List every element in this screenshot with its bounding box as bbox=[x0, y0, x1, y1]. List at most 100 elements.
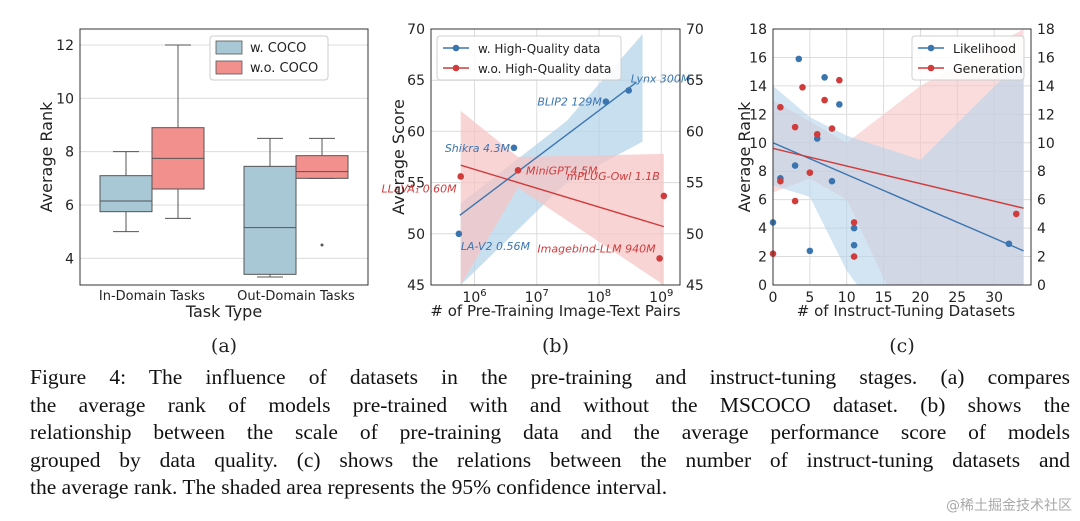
x-axis-label: # of Pre-Training Image-Text Pairs bbox=[430, 302, 680, 320]
legend: w. High-Quality data w.o. High-Quality da… bbox=[436, 35, 622, 81]
y-tick-label-right: 10 bbox=[1037, 136, 1055, 152]
y-tick-label: 16 bbox=[749, 50, 767, 66]
y-tick-label: 6 bbox=[758, 193, 767, 209]
data-point bbox=[806, 247, 814, 255]
data-label: MiniGPT4 5M bbox=[526, 164, 598, 177]
legend-label: w. High-Quality data bbox=[478, 42, 600, 56]
data-point bbox=[836, 101, 843, 108]
data-point bbox=[850, 219, 858, 226]
y-tick-label-right: 8 bbox=[1037, 164, 1046, 180]
data-label: BLIP2 129M bbox=[537, 96, 602, 109]
box bbox=[243, 165, 297, 275]
y-tick-label: 8 bbox=[758, 164, 767, 180]
data-point bbox=[777, 177, 784, 185]
figure: 4 6 8 10 12 In-Domain Tasks Out-Domain Tasks w.… bbox=[37, 22, 1055, 357]
fit-line bbox=[773, 147, 1024, 209]
panel-label: (a) bbox=[211, 335, 237, 357]
x-tick-label: 108 bbox=[587, 288, 611, 306]
x-tick-label: In-Domain Tasks bbox=[99, 289, 205, 304]
legend-label: Generation bbox=[953, 61, 1023, 76]
y-tick-label-right: 4 bbox=[1037, 221, 1046, 237]
x-tick-label: 107 bbox=[525, 288, 549, 306]
plot-area bbox=[773, 29, 1024, 285]
data-label: mPLUG-Owl 1.1B bbox=[567, 170, 660, 183]
watermark: @稀土掘金技术社区 bbox=[946, 498, 1072, 514]
data-label: Imagebind-LLM 940M bbox=[537, 242, 656, 255]
data-point bbox=[510, 144, 518, 152]
data-point bbox=[602, 98, 610, 106]
data-point bbox=[791, 162, 799, 169]
data-point bbox=[656, 255, 663, 262]
y-tick-label: 10 bbox=[56, 91, 74, 107]
legend-swatch bbox=[215, 40, 243, 55]
y-tick-label: 6 bbox=[65, 198, 74, 214]
data-label: Shikra 4.3M bbox=[445, 142, 511, 155]
legend: w. COCO w.o. COCO bbox=[209, 35, 329, 81]
data-point bbox=[813, 130, 821, 138]
y-tick-label: 55 bbox=[407, 176, 425, 192]
x-tick-label: Out-Domain Tasks bbox=[237, 289, 355, 304]
y-tick-label: 0 bbox=[758, 278, 767, 294]
caption-line: Figure 4: The influence of datasets in t… bbox=[30, 365, 1070, 389]
box bbox=[295, 155, 349, 179]
caption-line: relationship between the scale of pre-tr… bbox=[30, 420, 1070, 444]
x-tick-label: 106 bbox=[462, 288, 486, 306]
y-tick-label-right: 14 bbox=[1037, 79, 1055, 95]
y-tick-label: 70 bbox=[407, 22, 425, 38]
x-tick-label: 20 bbox=[912, 290, 930, 306]
data-point bbox=[625, 87, 633, 94]
y-tick-label-right: 16 bbox=[1037, 50, 1055, 66]
x-tick-label: 0 bbox=[769, 290, 778, 306]
data-point bbox=[455, 230, 463, 238]
y-tick-label: 18 bbox=[749, 22, 767, 38]
x-axis-label: Task Type bbox=[185, 302, 262, 321]
y-tick-label: 4 bbox=[758, 221, 767, 237]
data-point bbox=[828, 177, 836, 185]
data-point bbox=[514, 167, 522, 174]
y-tick-label-right: 60 bbox=[686, 124, 704, 140]
y-tick-label: 8 bbox=[65, 145, 74, 161]
fit-line bbox=[460, 164, 665, 228]
y-tick-label-right: 0 bbox=[1037, 278, 1046, 294]
data-point bbox=[791, 197, 799, 205]
panel-label: (b) bbox=[542, 335, 569, 357]
data-point bbox=[660, 192, 668, 200]
fit-line bbox=[773, 142, 1024, 252]
data-point bbox=[821, 74, 828, 81]
y-tick-label-right: 45 bbox=[686, 278, 704, 294]
data-label: LA-V2 0.56M bbox=[461, 240, 531, 253]
legend: Likelihood Generation bbox=[911, 35, 1025, 81]
box bbox=[99, 175, 153, 213]
data-point bbox=[1012, 210, 1020, 218]
legend-label: w.o. High-Quality data bbox=[478, 62, 611, 76]
legend-marker bbox=[452, 44, 460, 52]
x-tick-label: 30 bbox=[985, 290, 1003, 306]
ci-band bbox=[460, 110, 664, 285]
x-axis-label: # of Instruct-Tuning Datasets bbox=[797, 302, 1016, 320]
y-tick-label: 2 bbox=[758, 250, 767, 266]
y-tick-label-right: 55 bbox=[686, 176, 704, 192]
figure-caption: Figure 4: The influence of datasets in t… bbox=[30, 364, 1070, 502]
y-tick-label-right: 18 bbox=[1037, 22, 1055, 38]
x-tick-label: 109 bbox=[649, 288, 673, 306]
plot-frame bbox=[79, 28, 369, 286]
data-point bbox=[821, 96, 828, 104]
ci-band bbox=[773, 57, 1024, 285]
data-point bbox=[1005, 240, 1013, 248]
y-tick-label-right: 50 bbox=[686, 227, 704, 243]
box-outlier bbox=[320, 243, 324, 247]
y-tick-label: 12 bbox=[749, 107, 767, 123]
data-point bbox=[828, 125, 836, 132]
data-point bbox=[806, 169, 814, 176]
legend-marker bbox=[927, 44, 935, 52]
data-point bbox=[836, 76, 843, 84]
x-tick-label: 10 bbox=[838, 290, 856, 306]
y-tick-label: 12 bbox=[56, 38, 74, 54]
y-axis-label: Average Rank bbox=[735, 101, 754, 213]
legend-marker bbox=[927, 64, 935, 72]
y-tick-label: 10 bbox=[749, 136, 767, 152]
legend-swatch bbox=[215, 60, 243, 75]
legend-label: w.o. COCO bbox=[250, 61, 318, 76]
y-axis-label: Average Score bbox=[389, 99, 408, 215]
